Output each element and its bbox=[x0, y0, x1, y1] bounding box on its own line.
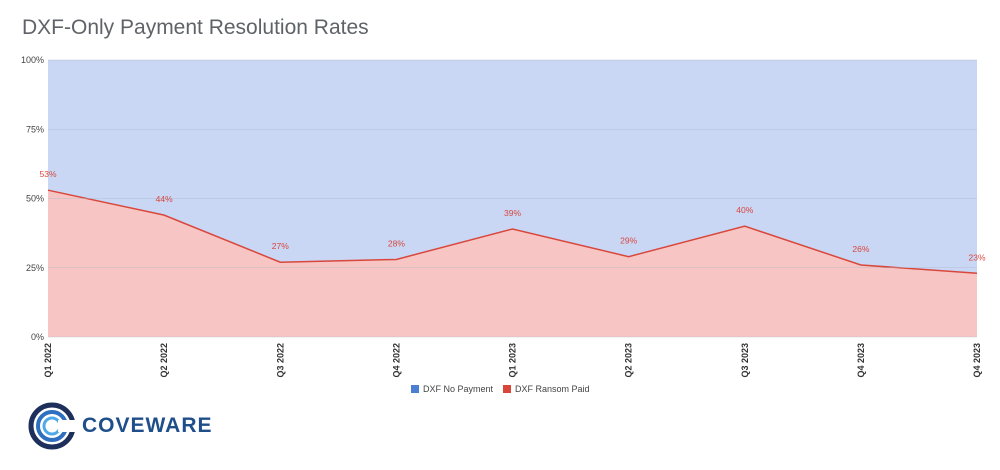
grid-lines bbox=[48, 59, 977, 338]
x-tick-label: Q4 2023 bbox=[972, 343, 982, 378]
x-axis-ticks: Q1 2022 Q2 2022 Q3 2022 Q4 2022 Q1 2023 Q2 20… bbox=[43, 343, 982, 378]
coveware-logo: COVEWARE bbox=[28, 402, 212, 452]
y-tick-label: 100% bbox=[21, 55, 44, 65]
data-label: 53% bbox=[39, 169, 56, 179]
legend-swatch bbox=[411, 385, 419, 393]
x-tick-label: Q2 2022 bbox=[159, 343, 169, 378]
x-tick-label: Q3 2022 bbox=[275, 343, 285, 378]
legend: DXF No Payment DXF Ransom Paid bbox=[411, 384, 590, 394]
coveware-ring-logo-icon bbox=[28, 402, 78, 450]
x-tick-label: Q1 2022 bbox=[43, 343, 53, 378]
data-label: 26% bbox=[852, 244, 869, 254]
data-label: 27% bbox=[272, 241, 289, 251]
data-label: 28% bbox=[388, 238, 405, 248]
x-tick-label: Q3 2023 bbox=[740, 343, 750, 378]
x-tick-label: Q4 2022 bbox=[391, 343, 401, 378]
legend-label: DXF No Payment bbox=[423, 384, 494, 394]
x-tick-label: Q4 2023 bbox=[856, 343, 866, 378]
y-tick-label: 50% bbox=[26, 194, 44, 204]
logo-text: COVEWARE bbox=[82, 414, 213, 437]
legend-swatch bbox=[503, 385, 511, 393]
y-tick-label: 0% bbox=[31, 332, 44, 342]
plot-background bbox=[47, 60, 978, 337]
y-tick-label: 25% bbox=[26, 263, 44, 273]
y-axis-ticks: 0% 25% 50% 75% 100% bbox=[21, 55, 44, 342]
data-labels: 53% 44% 27% 28% 39% 29% 40% 26% 23% bbox=[39, 169, 985, 262]
x-tick-label: Q1 2023 bbox=[508, 343, 518, 378]
data-label: 40% bbox=[736, 205, 753, 215]
y-tick-label: 75% bbox=[26, 124, 44, 134]
area-dxf-no-payment bbox=[48, 60, 977, 274]
data-label: 23% bbox=[968, 252, 985, 262]
legend-label: DXF Ransom Paid bbox=[515, 384, 590, 394]
data-label: 44% bbox=[156, 194, 173, 204]
x-tick-label: Q2 2023 bbox=[624, 343, 634, 378]
data-label: 39% bbox=[504, 208, 521, 218]
data-label: 29% bbox=[620, 236, 637, 246]
line-dxf-ransom-paid bbox=[47, 189, 978, 275]
chart-title: DXF-Only Payment Resolution Rates bbox=[22, 16, 369, 39]
